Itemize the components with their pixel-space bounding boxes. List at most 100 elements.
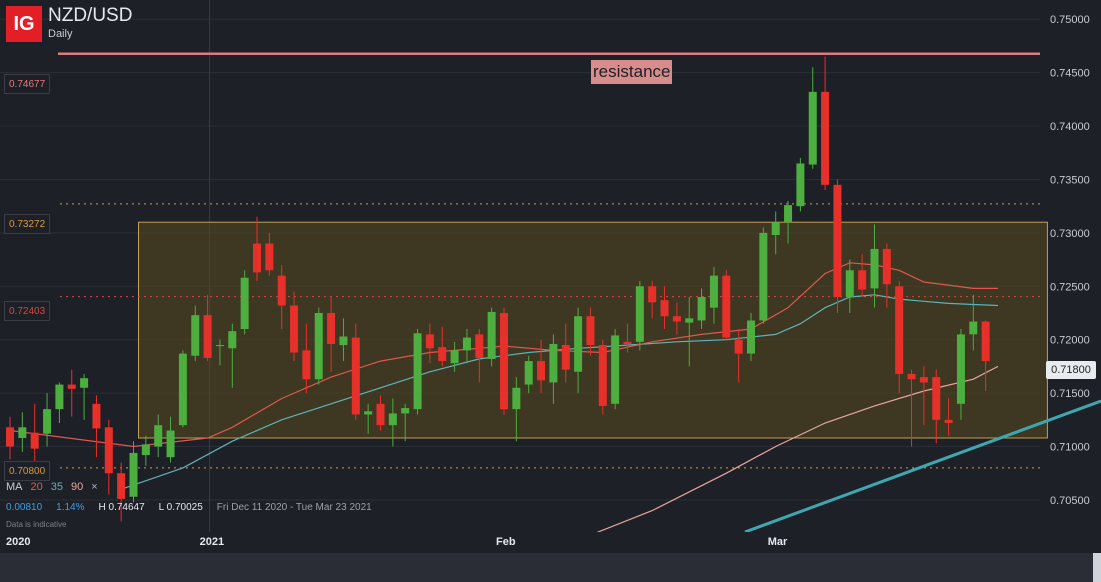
- upper-level-label: 0.73272: [4, 214, 51, 234]
- candle-29: [364, 403, 373, 434]
- y-tick-label: 0.73000: [1050, 228, 1090, 240]
- candle-body: [178, 353, 187, 426]
- candle-38: [475, 329, 484, 383]
- y-tick-label: 0.71000: [1050, 442, 1090, 454]
- ma-90-line: [565, 365, 999, 546]
- resistance-label: resistance: [591, 60, 673, 84]
- change-percent: 1.14%: [56, 502, 85, 513]
- ma-period-20[interactable]: 20: [30, 481, 43, 493]
- candle-body: [771, 222, 780, 236]
- candle-59: [734, 329, 743, 383]
- candle-body: [697, 296, 706, 321]
- candle-body: [672, 316, 681, 322]
- candle-body: [549, 343, 558, 383]
- candle-body: [537, 361, 546, 381]
- candle-body: [586, 316, 595, 346]
- candle-43: [537, 339, 546, 394]
- candle-41: [512, 377, 521, 442]
- candle-18: [228, 323, 237, 388]
- stats-row: 0.00810 1.14% H 0.74647 L 0.70025 Fri De…: [6, 502, 372, 513]
- candle-45: [561, 323, 570, 383]
- timeframe-label: Daily: [48, 28, 73, 40]
- candle-22: [277, 264, 286, 330]
- y-tick-label: 0.72000: [1050, 335, 1090, 347]
- candle-body: [6, 427, 14, 447]
- candle-54: [672, 302, 681, 335]
- candle-body: [858, 270, 867, 290]
- y-tick-label: 0.70500: [1050, 495, 1090, 507]
- candle-69: [858, 254, 867, 297]
- candle-body: [784, 205, 793, 223]
- navigator-bar[interactable]: [0, 553, 1101, 582]
- candle-body: [240, 277, 249, 330]
- candle-body: [438, 347, 447, 362]
- candle-body: [833, 184, 842, 297]
- candle-body: [253, 243, 261, 273]
- candle-77: [956, 329, 965, 420]
- y-tick-label: 0.74500: [1050, 68, 1090, 80]
- candle-49: [611, 329, 620, 410]
- candle-61: [759, 227, 768, 324]
- candle-46: [574, 307, 583, 394]
- candle-1: [18, 412, 27, 452]
- candle-70: [870, 224, 879, 308]
- data-note: Data is indicative: [6, 520, 67, 529]
- candle-14: [178, 350, 187, 428]
- x-tick-label: 2020: [6, 536, 30, 548]
- candle-67: [833, 179, 842, 314]
- candle-52: [648, 280, 657, 319]
- candle-34: [425, 323, 434, 364]
- y-tick-label: 0.73500: [1050, 174, 1090, 186]
- candle-30: [376, 395, 385, 431]
- y-tick-label: 0.71500: [1050, 388, 1090, 400]
- candle-17: [215, 339, 224, 366]
- candle-74: [919, 366, 928, 426]
- candle-47: [586, 307, 595, 356]
- y-tick-label: 0.74000: [1050, 121, 1090, 133]
- candle-56: [697, 288, 706, 330]
- candle-36: [450, 341, 459, 372]
- candle-body: [932, 377, 941, 420]
- candle-body: [302, 350, 311, 380]
- candle-50: [623, 323, 632, 353]
- resistance-price-label: 0.74677: [4, 74, 51, 94]
- candle-body: [919, 377, 928, 383]
- candle-body: [339, 336, 348, 346]
- candle-11: [141, 435, 150, 466]
- candle-21: [265, 232, 274, 276]
- candle-body: [660, 300, 669, 317]
- candle-57: [709, 267, 718, 324]
- candle-body: [265, 243, 274, 271]
- candle-body: [648, 286, 657, 303]
- candle-body: [215, 345, 224, 347]
- candle-73: [907, 369, 916, 447]
- ma-label: MA: [6, 481, 23, 493]
- candle-72: [895, 280, 904, 394]
- candle-19: [240, 270, 249, 335]
- candle-body: [722, 275, 731, 338]
- candle-body: [512, 387, 521, 410]
- candle-78: [969, 294, 978, 351]
- candle-26: [327, 296, 336, 372]
- ma-period-35[interactable]: 35: [50, 481, 63, 493]
- ma-legend: MA 20 35 90 ×: [6, 481, 98, 493]
- ma-period-90[interactable]: 90: [71, 481, 84, 493]
- candle-body: [500, 313, 508, 410]
- candle-body: [882, 248, 891, 285]
- candle-body: [277, 275, 286, 306]
- navigator-handle[interactable]: [1093, 553, 1101, 582]
- candle-8: [104, 419, 113, 495]
- candle-6: [80, 373, 89, 420]
- candle-body: [475, 334, 484, 358]
- lower-level-label: 0.70800: [4, 461, 51, 481]
- candle-body: [43, 409, 52, 434]
- candle-body: [598, 345, 607, 406]
- candle-65: [808, 67, 817, 169]
- candle-body: [462, 337, 471, 351]
- candle-body: [30, 432, 39, 449]
- candle-body: [450, 350, 459, 364]
- x-axis-band: [0, 532, 1101, 553]
- candle-53: [660, 286, 669, 330]
- close-icon[interactable]: ×: [91, 481, 98, 493]
